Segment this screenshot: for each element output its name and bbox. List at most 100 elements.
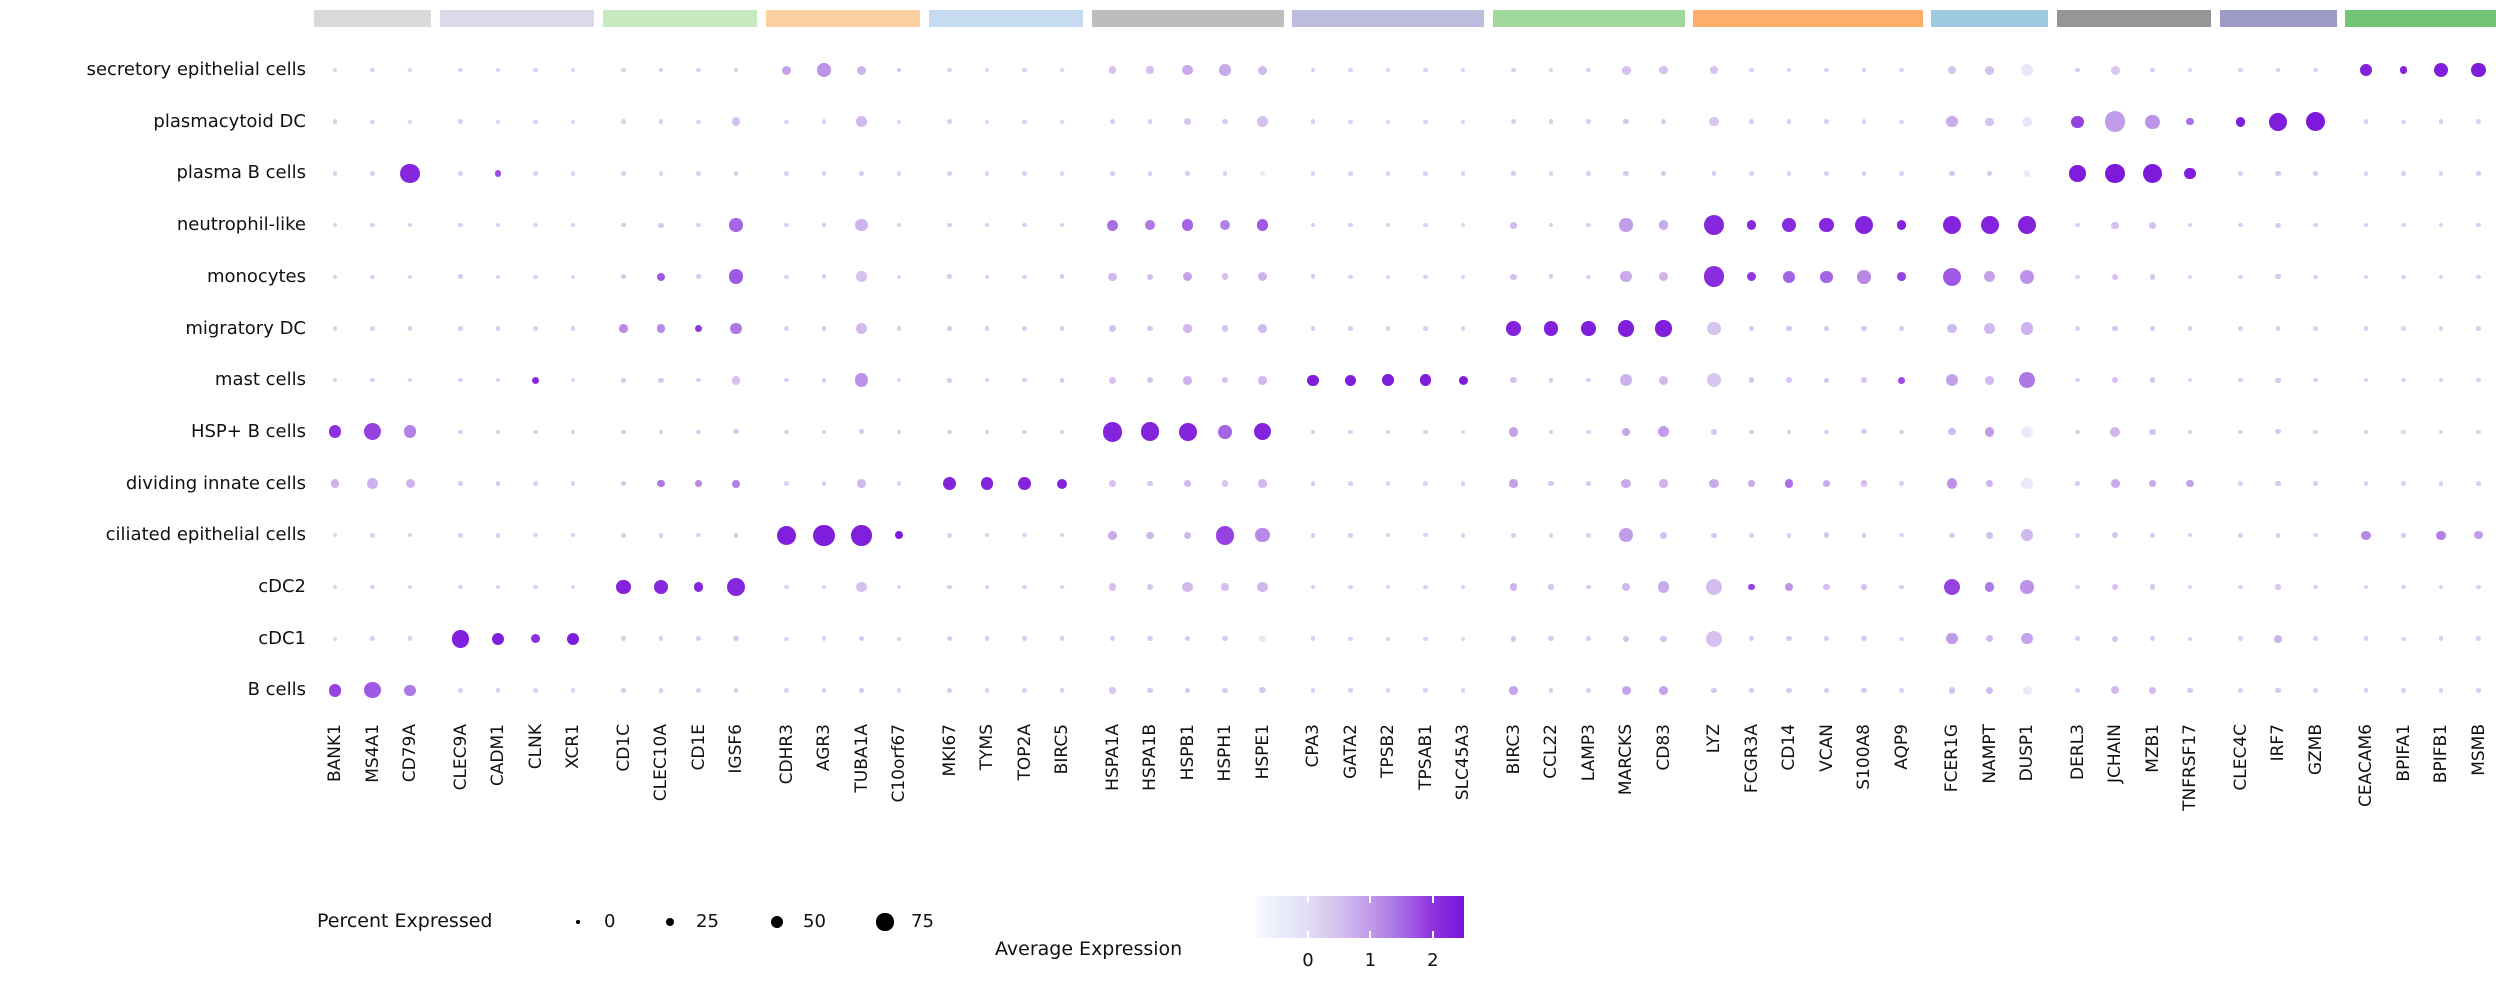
expression-dot [1823,583,1830,591]
expression-dot [1857,270,1871,284]
expression-dot [784,222,789,228]
expression-dot [984,119,990,124]
expression-dot [407,119,413,124]
expression-dot [2020,425,2034,438]
expression-dot [782,65,791,75]
expression-dot [1147,584,1153,590]
expression-dot [984,222,990,228]
expression-dot [1899,533,1904,538]
expression-dot [1423,119,1428,124]
gene-label-tyms: TYMS [977,724,997,771]
expression-dot [1423,171,1428,176]
expression-dot [2238,67,2243,73]
expression-dot [2111,273,2119,280]
expression-dot [458,688,463,693]
expression-dot [1022,533,1027,538]
expression-dot [621,119,626,124]
expression-dot [2363,326,2369,331]
gene-label-lamp3: LAMP3 [1578,724,1599,782]
expression-dot [1423,533,1428,538]
expression-dot [2438,119,2444,124]
expression-dot [1147,687,1153,693]
expression-dot [732,479,740,488]
expression-dot [696,67,701,73]
expression-dot [1510,377,1517,384]
expression-dot [1819,218,1834,233]
expression-dot [1221,273,1229,281]
expression-dot [1147,171,1153,176]
expression-dot [2238,481,2243,486]
expression-dot [1509,686,1518,695]
expression-dot [458,171,463,176]
expression-dot [1986,170,1992,176]
expression-dot [1385,481,1391,486]
expression-dot [1059,429,1065,435]
colorbar-notch [1369,931,1372,938]
expression-dot [1946,478,1958,489]
expression-dot [370,119,375,124]
expression-dot [533,222,538,228]
expression-dot [2021,478,2033,490]
expression-dot [1621,685,1631,695]
expression-dot [621,688,626,693]
expression-dot [404,684,416,697]
expression-dot [942,476,957,491]
expression-dot [1899,688,1904,693]
expression-dot [946,325,952,331]
expression-dot [370,326,375,331]
expression-dot [407,67,413,73]
expression-dot [620,274,626,280]
expression-dot [1253,423,1272,441]
size-legend-dot [876,913,894,931]
expression-dot [370,222,375,228]
expression-dot [1348,429,1353,435]
gene-label-top2a: TOP2A [1014,724,1035,781]
expression-dot [857,65,866,75]
expression-dot [407,222,413,228]
expression-dot [458,377,463,383]
row-label-mast-cells: mast cells [214,369,306,391]
expression-dot [2363,429,2369,435]
expression-dot [1899,429,1904,435]
expression-dot [896,222,902,228]
expression-dot [407,636,413,641]
expression-dot [2476,171,2481,176]
expression-dot [1898,376,1905,384]
expression-dot [332,584,338,590]
expression-dot [2022,685,2032,695]
expression-dot [658,119,664,124]
expression-dot [1548,429,1554,435]
expression-dot [656,324,666,333]
expression-dot [533,326,538,331]
expression-dot [696,222,701,228]
expression-dot [784,274,789,280]
expression-dot [1183,531,1192,539]
expression-dot [1749,67,1754,73]
expression-dot [1945,374,1959,387]
expression-dot [1310,171,1316,176]
expression-dot [1221,377,1229,384]
expression-dot [2075,429,2080,435]
expression-dot [1786,687,1792,693]
expression-dot [1899,584,1904,590]
expression-dot [1258,324,1267,333]
gene-label-cd79a: CD79A [400,724,420,783]
expression-dot [2149,377,2156,384]
expression-dot [1221,325,1229,332]
colorbar-notch [1431,896,1434,903]
expression-dot [1747,272,1756,282]
expression-dot [1711,687,1717,694]
expression-dot [1145,220,1155,231]
expression-dot [1620,271,1632,283]
expression-dot [533,429,538,435]
expression-dot [1942,215,1962,235]
expression-dot [1109,119,1115,125]
gene-label-birc3: BIRC3 [1503,724,1524,775]
expression-dot [1059,274,1065,280]
expression-dot [658,429,664,435]
expression-dot [1706,630,1722,647]
expression-dot [495,119,501,124]
expression-dot [733,636,739,642]
expression-dot [1310,222,1316,228]
